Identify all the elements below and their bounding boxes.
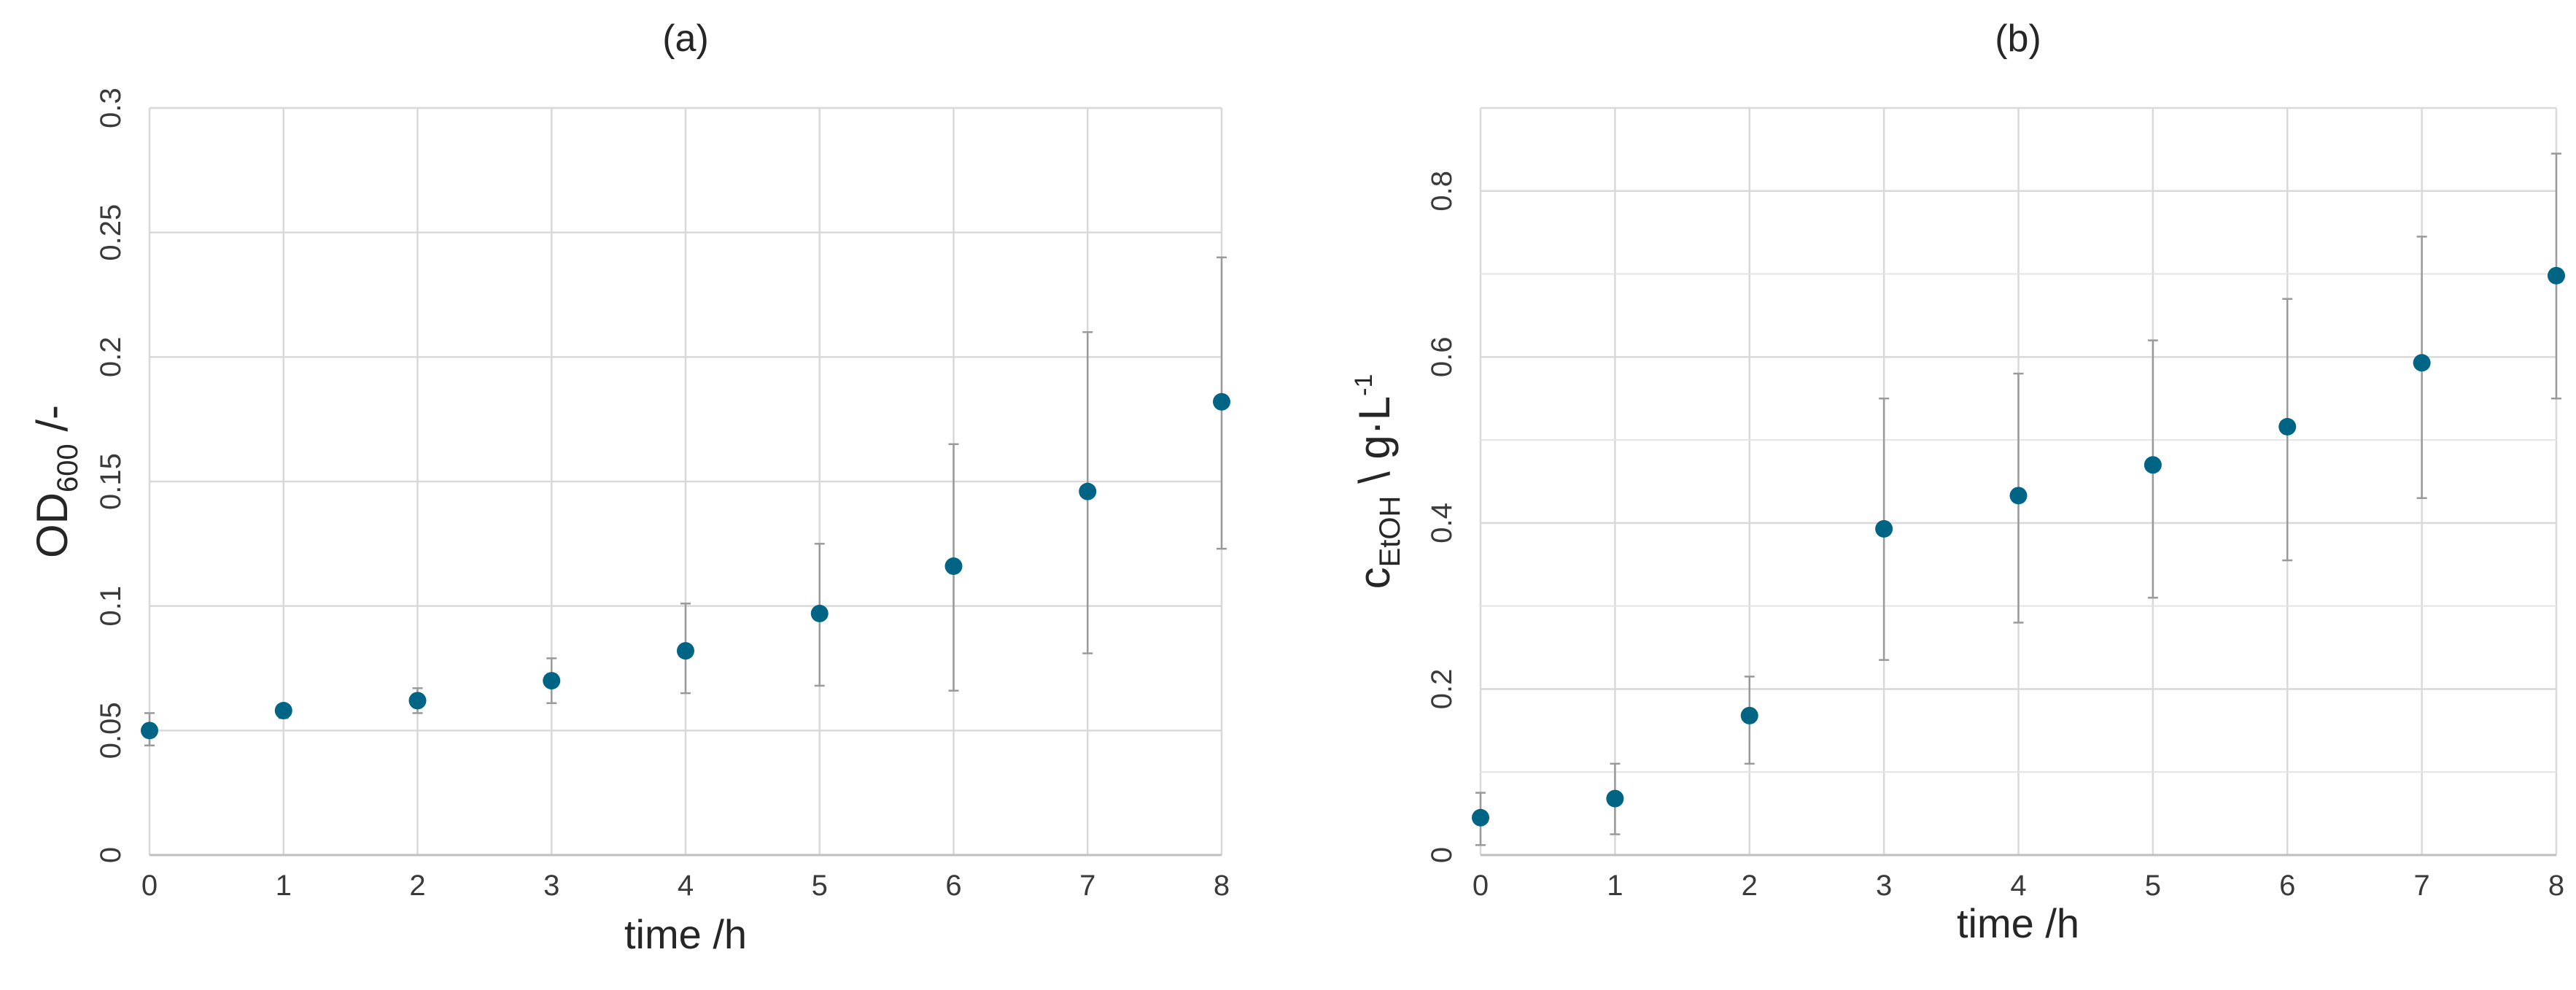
panel-a-y-tick-label: 0.3 — [95, 88, 127, 128]
panel-b-data-point — [2009, 487, 2028, 505]
panel-a-data-points — [141, 392, 1230, 740]
panel-a-y-tick-label: 0.25 — [95, 204, 127, 261]
panel-b-y-tick-label: 0.2 — [1426, 669, 1458, 710]
panel-b-y-axis-title-subscript: EtOH — [1374, 496, 1406, 568]
panel-b-x-tick-label: 1 — [1607, 870, 1623, 902]
panel-b-data-points — [1472, 266, 2565, 827]
panel-a-data-point — [944, 557, 963, 576]
panel-a-x-axis-title: time /h — [624, 911, 747, 957]
panel-a-data-point — [677, 642, 694, 660]
panel-b-y-tick-label: 0.8 — [1426, 171, 1458, 212]
panel-a-od600-chart: (a) 0 1 2 3 4 5 6 7 8 0 0.05 0.1 0.15 0.2 0.25 0.3 time /… — [28, 18, 1230, 957]
panel-a-y-tick-label: 0.1 — [95, 586, 127, 627]
panel-a-data-point — [408, 692, 427, 710]
panel-a-y-axis-title-suffix: /- — [28, 405, 77, 444]
panel-a-x-tick-label: 3 — [543, 870, 559, 902]
panel-b-data-point — [2278, 417, 2297, 436]
panel-b-x-tick-label: 5 — [2145, 870, 2161, 902]
panel-b-data-point — [2548, 266, 2565, 285]
panel-a-y-axis-title-main: OD — [28, 492, 77, 558]
panel-b-ethanol-chart: (b) 0 1 2 3 4 5 6 7 8 0 0.2 0.4 0.6 0.8 time /h cEtOH \ … — [1350, 18, 2565, 946]
panel-b-y-tick-label: 0.6 — [1426, 337, 1458, 378]
panel-b-panel-label: (b) — [1995, 18, 2041, 60]
panel-a-x-tick-label: 7 — [1079, 870, 1095, 902]
panel-a-y-axis-title-subscript: 600 — [52, 444, 84, 492]
panel-a-data-point — [810, 604, 829, 622]
panel-b-y-axis-title-superscript: -1 — [1350, 374, 1378, 396]
panel-a-x-tick-label: 1 — [276, 870, 292, 902]
panel-a-x-tick-label: 8 — [1214, 870, 1230, 902]
panel-a-data-point — [1213, 392, 1230, 411]
panel-b-x-tick-label: 7 — [2414, 870, 2430, 902]
panel-a-x-tick-label: 4 — [678, 870, 694, 902]
panel-a-panel-label: (a) — [662, 18, 709, 60]
panel-a-y-tick-label: 0.05 — [95, 702, 127, 759]
panel-a-x-tick-label: 0 — [141, 870, 158, 902]
panel-a-gridlines — [148, 107, 1223, 856]
panel-b-data-point — [2144, 456, 2162, 474]
panel-a-x-tick-label: 5 — [812, 870, 828, 902]
panel-b-y-axis-title: cEtOH \ g·L-1 — [1350, 374, 1406, 589]
panel-b-x-tick-label: 0 — [1473, 870, 1489, 902]
panel-a-data-point — [141, 722, 158, 740]
panel-a-y-axis-title: OD600 /- — [28, 405, 84, 558]
panel-b-x-tick-label: 6 — [2279, 870, 2295, 902]
panel-b-x-tick-label: 2 — [1742, 870, 1758, 902]
panel-a-x-tick-label: 6 — [945, 870, 961, 902]
panel-b-y-tick-label: 0.4 — [1426, 503, 1458, 544]
panel-b-x-tick-label: 8 — [2548, 870, 2564, 902]
panel-b-x-tick-label: 4 — [2010, 870, 2026, 902]
panel-b-x-tick-label: 3 — [1876, 870, 1892, 902]
panel-b-data-point — [1472, 808, 1489, 827]
panel-b-y-axis-title-suffix: \ g·L — [1350, 396, 1399, 496]
panel-a-y-tick-label: 0.2 — [95, 337, 127, 378]
panel-b-y-tick-label: 0 — [1426, 847, 1458, 863]
panel-b-data-point — [1740, 706, 1758, 724]
panel-b-x-axis-title: time /h — [1957, 900, 2079, 946]
panel-a-x-tick-label: 2 — [409, 870, 425, 902]
panel-b-data-point — [1606, 789, 1624, 808]
panel-a-data-point — [1079, 482, 1097, 500]
panel-b-data-point — [2413, 354, 2431, 372]
panel-b-y-axis-title-main: c — [1350, 567, 1399, 589]
panel-a-y-tick-label: 0.15 — [95, 453, 127, 510]
panel-a-y-tick-label: 0 — [95, 847, 127, 863]
panel-b-data-point — [1875, 519, 1893, 538]
panel-a-data-point — [274, 702, 292, 720]
panel-a-data-point — [543, 672, 561, 690]
